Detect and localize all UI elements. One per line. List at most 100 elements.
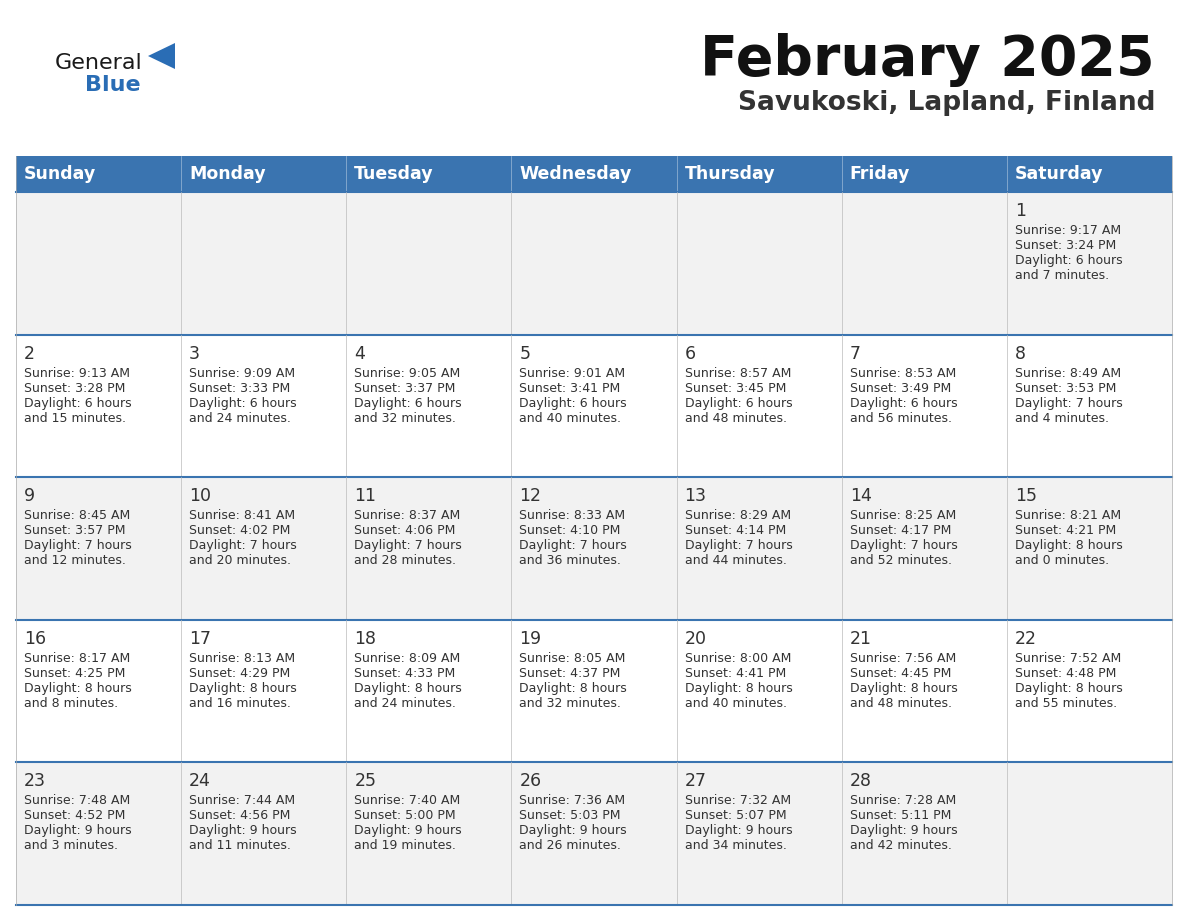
- Text: and 12 minutes.: and 12 minutes.: [24, 554, 126, 567]
- Bar: [15, 334, 1173, 477]
- Text: and 24 minutes.: and 24 minutes.: [189, 411, 291, 425]
- Text: and 40 minutes.: and 40 minutes.: [519, 411, 621, 425]
- Text: Daylight: 8 hours: Daylight: 8 hours: [1015, 539, 1123, 553]
- Text: 8: 8: [1015, 344, 1026, 363]
- Text: Sunrise: 9:05 AM: Sunrise: 9:05 AM: [354, 366, 461, 380]
- Text: 5: 5: [519, 344, 530, 363]
- Text: Sunrise: 8:05 AM: Sunrise: 8:05 AM: [519, 652, 626, 665]
- Text: and 11 minutes.: and 11 minutes.: [189, 839, 291, 853]
- Text: Daylight: 8 hours: Daylight: 8 hours: [1015, 682, 1123, 695]
- Text: Daylight: 8 hours: Daylight: 8 hours: [849, 682, 958, 695]
- Bar: [15, 477, 1173, 620]
- Text: 6: 6: [684, 344, 696, 363]
- Text: Sunrise: 8:21 AM: Sunrise: 8:21 AM: [1015, 509, 1121, 522]
- Text: Sunrise: 8:49 AM: Sunrise: 8:49 AM: [1015, 366, 1121, 380]
- Text: Daylight: 8 hours: Daylight: 8 hours: [519, 682, 627, 695]
- Text: Sunrise: 7:40 AM: Sunrise: 7:40 AM: [354, 794, 461, 808]
- Text: Sunset: 3:41 PM: Sunset: 3:41 PM: [519, 382, 620, 395]
- Text: February 2025: February 2025: [701, 33, 1155, 87]
- Text: 19: 19: [519, 630, 542, 648]
- Text: 4: 4: [354, 344, 365, 363]
- Bar: [15, 763, 1173, 905]
- Text: Daylight: 6 hours: Daylight: 6 hours: [24, 397, 132, 409]
- Text: Daylight: 8 hours: Daylight: 8 hours: [189, 682, 297, 695]
- Text: and 15 minutes.: and 15 minutes.: [24, 411, 126, 425]
- Text: Sunset: 4:45 PM: Sunset: 4:45 PM: [849, 666, 952, 680]
- Text: Daylight: 8 hours: Daylight: 8 hours: [24, 682, 132, 695]
- Text: Daylight: 9 hours: Daylight: 9 hours: [684, 824, 792, 837]
- Text: Daylight: 6 hours: Daylight: 6 hours: [1015, 254, 1123, 267]
- Text: Savukoski, Lapland, Finland: Savukoski, Lapland, Finland: [738, 90, 1155, 116]
- Text: Sunset: 3:33 PM: Sunset: 3:33 PM: [189, 382, 290, 395]
- Text: Sunset: 5:07 PM: Sunset: 5:07 PM: [684, 810, 786, 823]
- Text: 9: 9: [24, 487, 36, 505]
- Text: Sunrise: 7:28 AM: Sunrise: 7:28 AM: [849, 794, 956, 808]
- Text: 22: 22: [1015, 630, 1037, 648]
- Text: and 24 minutes.: and 24 minutes.: [354, 697, 456, 710]
- Text: 21: 21: [849, 630, 872, 648]
- Text: and 16 minutes.: and 16 minutes.: [189, 697, 291, 710]
- Text: and 36 minutes.: and 36 minutes.: [519, 554, 621, 567]
- Text: Sunset: 4:17 PM: Sunset: 4:17 PM: [849, 524, 952, 537]
- Text: Sunrise: 8:45 AM: Sunrise: 8:45 AM: [24, 509, 131, 522]
- Text: and 52 minutes.: and 52 minutes.: [849, 554, 952, 567]
- Text: Daylight: 7 hours: Daylight: 7 hours: [189, 539, 297, 553]
- Text: and 20 minutes.: and 20 minutes.: [189, 554, 291, 567]
- Text: Sunrise: 8:25 AM: Sunrise: 8:25 AM: [849, 509, 956, 522]
- Text: Sunset: 4:06 PM: Sunset: 4:06 PM: [354, 524, 456, 537]
- Text: Saturday: Saturday: [1015, 165, 1104, 183]
- Text: Wednesday: Wednesday: [519, 165, 632, 183]
- Text: Sunrise: 8:13 AM: Sunrise: 8:13 AM: [189, 652, 296, 665]
- Text: 16: 16: [24, 630, 46, 648]
- Text: 23: 23: [24, 772, 46, 790]
- Text: and 26 minutes.: and 26 minutes.: [519, 839, 621, 853]
- Text: Sunset: 3:28 PM: Sunset: 3:28 PM: [24, 382, 126, 395]
- Text: and 32 minutes.: and 32 minutes.: [519, 697, 621, 710]
- Text: and 42 minutes.: and 42 minutes.: [849, 839, 952, 853]
- Text: Sunrise: 9:13 AM: Sunrise: 9:13 AM: [24, 366, 129, 380]
- Bar: [15, 156, 1173, 192]
- Text: 20: 20: [684, 630, 707, 648]
- Text: 28: 28: [849, 772, 872, 790]
- Text: Sunrise: 7:32 AM: Sunrise: 7:32 AM: [684, 794, 791, 808]
- Text: 25: 25: [354, 772, 377, 790]
- Text: Sunrise: 8:53 AM: Sunrise: 8:53 AM: [849, 366, 956, 380]
- Text: Daylight: 6 hours: Daylight: 6 hours: [519, 397, 627, 409]
- Text: Sunset: 3:49 PM: Sunset: 3:49 PM: [849, 382, 950, 395]
- Text: Sunrise: 8:37 AM: Sunrise: 8:37 AM: [354, 509, 461, 522]
- Text: Sunrise: 7:52 AM: Sunrise: 7:52 AM: [1015, 652, 1121, 665]
- Text: 17: 17: [189, 630, 211, 648]
- Text: 10: 10: [189, 487, 211, 505]
- Text: Sunset: 5:03 PM: Sunset: 5:03 PM: [519, 810, 621, 823]
- Text: and 40 minutes.: and 40 minutes.: [684, 697, 786, 710]
- Text: Daylight: 6 hours: Daylight: 6 hours: [189, 397, 297, 409]
- Text: Sunday: Sunday: [24, 165, 96, 183]
- Text: Sunrise: 8:29 AM: Sunrise: 8:29 AM: [684, 509, 791, 522]
- Text: Sunrise: 8:17 AM: Sunrise: 8:17 AM: [24, 652, 131, 665]
- Text: Sunrise: 7:48 AM: Sunrise: 7:48 AM: [24, 794, 131, 808]
- Text: Daylight: 7 hours: Daylight: 7 hours: [24, 539, 132, 553]
- Text: Daylight: 6 hours: Daylight: 6 hours: [354, 397, 462, 409]
- Polygon shape: [148, 43, 175, 69]
- Text: Sunrise: 8:57 AM: Sunrise: 8:57 AM: [684, 366, 791, 380]
- Text: Sunrise: 9:17 AM: Sunrise: 9:17 AM: [1015, 224, 1121, 237]
- Text: 2: 2: [24, 344, 34, 363]
- Text: Sunset: 4:33 PM: Sunset: 4:33 PM: [354, 666, 455, 680]
- Text: Thursday: Thursday: [684, 165, 776, 183]
- Text: Sunrise: 8:09 AM: Sunrise: 8:09 AM: [354, 652, 461, 665]
- Text: 27: 27: [684, 772, 707, 790]
- Text: Sunset: 4:29 PM: Sunset: 4:29 PM: [189, 666, 290, 680]
- Text: 7: 7: [849, 344, 861, 363]
- Text: and 34 minutes.: and 34 minutes.: [684, 839, 786, 853]
- Text: Sunset: 4:48 PM: Sunset: 4:48 PM: [1015, 666, 1117, 680]
- Text: and 28 minutes.: and 28 minutes.: [354, 554, 456, 567]
- Text: Sunrise: 8:00 AM: Sunrise: 8:00 AM: [684, 652, 791, 665]
- Text: Daylight: 9 hours: Daylight: 9 hours: [519, 824, 627, 837]
- Text: Daylight: 7 hours: Daylight: 7 hours: [684, 539, 792, 553]
- Text: Daylight: 7 hours: Daylight: 7 hours: [519, 539, 627, 553]
- Text: Sunrise: 8:41 AM: Sunrise: 8:41 AM: [189, 509, 296, 522]
- Text: Sunset: 4:56 PM: Sunset: 4:56 PM: [189, 810, 291, 823]
- Text: 12: 12: [519, 487, 542, 505]
- Text: and 0 minutes.: and 0 minutes.: [1015, 554, 1108, 567]
- Text: Sunrise: 8:33 AM: Sunrise: 8:33 AM: [519, 509, 626, 522]
